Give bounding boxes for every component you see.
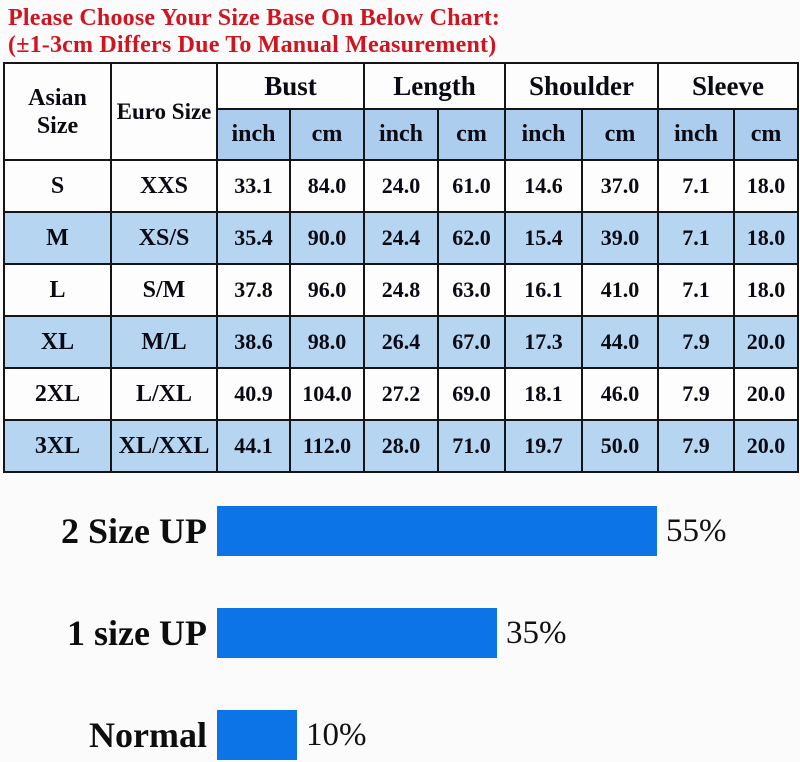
header-shoulder: Shoulder [503, 62, 660, 110]
cell-shoulder-inch: 17.3 [504, 315, 583, 369]
cell-sleeve-inch: 7.1 [657, 263, 736, 317]
bar-1-size-up [217, 608, 497, 658]
cell-bust-cm: 84.0 [289, 159, 365, 213]
cell-shoulder-cm: 41.0 [580, 263, 660, 317]
size-chart-table: Asian Size Euro Size Bust Length Shoulde… [3, 62, 800, 473]
cell-asian-size: 2XL [3, 367, 112, 421]
header-length-inch: inch [363, 108, 439, 161]
page-title-block: Please Choose Your Size Base On Below Ch… [0, 0, 800, 59]
cell-sleeve-cm: 18.0 [733, 159, 800, 213]
page-subtitle: (±1-3cm Differs Due To Manual Measuremen… [8, 32, 497, 58]
header-shoulder-cm: cm [580, 108, 660, 161]
cell-length-cm: 69.0 [437, 367, 506, 421]
cell-length-inch: 24.4 [363, 211, 439, 265]
header-euro-size: Euro Size [110, 62, 218, 161]
cell-bust-inch: 40.9 [216, 367, 291, 421]
cell-length-inch: 26.4 [363, 315, 439, 369]
cell-asian-size: XL [3, 315, 112, 369]
header-bust-cm: cm [289, 108, 365, 161]
cell-sleeve-cm: 18.0 [733, 263, 800, 317]
table-row: S XXS 33.1 84.0 24.0 61.0 14.6 37.0 7.1 … [3, 159, 800, 213]
cell-length-inch: 24.0 [363, 159, 439, 213]
table-row: L S/M 37.8 96.0 24.8 63.0 16.1 41.0 7.1 … [3, 263, 800, 317]
cell-length-inch: 24.8 [363, 263, 439, 317]
bar-2-size-up [217, 506, 657, 556]
header-bust-inch: inch [216, 108, 291, 161]
table-row: 2XL L/XL 40.9 104.0 27.2 69.0 18.1 46.0 … [3, 367, 800, 421]
cell-euro-size: XL/XXL [110, 419, 218, 473]
cell-euro-size: S/M [110, 263, 218, 317]
cell-asian-size: M [3, 211, 112, 265]
table-header-row-groups: Asian Size Euro Size Bust Length Shoulde… [3, 62, 800, 161]
cell-asian-size: 3XL [3, 419, 112, 473]
cell-bust-cm: 90.0 [289, 211, 365, 265]
cell-sleeve-inch: 7.9 [657, 419, 736, 473]
cell-asian-size: L [3, 263, 112, 317]
cell-bust-cm: 104.0 [289, 367, 365, 421]
cell-sleeve-inch: 7.9 [657, 315, 736, 369]
cell-sleeve-cm: 20.0 [733, 367, 800, 421]
bar-label: 2 Size UP [61, 511, 207, 551]
cell-bust-inch: 44.1 [216, 419, 291, 473]
cell-bust-cm: 112.0 [289, 419, 365, 473]
cell-asian-size: S [3, 159, 112, 213]
header-sleeve-cm: cm [733, 108, 800, 161]
cell-length-cm: 62.0 [437, 211, 506, 265]
cell-shoulder-inch: 15.4 [504, 211, 583, 265]
table-header-row-units: inch cm inch cm inch cm inch cm [4, 108, 800, 161]
cell-shoulder-inch: 16.1 [504, 263, 583, 317]
cell-shoulder-cm: 50.0 [580, 419, 660, 473]
header-bust: Bust [216, 62, 365, 110]
cell-bust-inch: 38.6 [216, 315, 291, 369]
header-sleeve-inch: inch [657, 108, 736, 161]
cell-shoulder-cm: 44.0 [580, 315, 660, 369]
cell-shoulder-inch: 19.7 [504, 419, 583, 473]
cell-sleeve-cm: 20.0 [733, 419, 800, 473]
bar-row-2-size-up: 2 Size UP 55% [0, 506, 800, 556]
cell-shoulder-cm: 39.0 [580, 211, 660, 265]
table-row: 3XL XL/XXL 44.1 112.0 28.0 71.0 19.7 50.… [3, 419, 800, 473]
cell-bust-cm: 98.0 [289, 315, 365, 369]
cell-bust-inch: 33.1 [216, 159, 291, 213]
cell-length-inch: 27.2 [363, 367, 439, 421]
cell-shoulder-inch: 14.6 [504, 159, 583, 213]
cell-sleeve-inch: 7.1 [657, 211, 736, 265]
header-length: Length [363, 62, 506, 110]
cell-sleeve-cm: 18.0 [733, 211, 800, 265]
table-row: XL M/L 38.6 98.0 26.4 67.0 17.3 44.0 7.9… [3, 315, 800, 369]
cell-euro-size: L/XL [110, 367, 218, 421]
bar-normal [217, 710, 297, 760]
header-shoulder-inch: inch [504, 108, 583, 161]
bar-label: 1 size UP [67, 613, 207, 653]
table-row: M XS/S 35.4 90.0 24.4 62.0 15.4 39.0 7.1… [3, 211, 800, 265]
cell-sleeve-inch: 7.1 [657, 159, 736, 213]
bar-row-1-size-up: 1 size UP 35% [0, 608, 800, 658]
header-asian-size: Asian Size [3, 62, 112, 161]
cell-length-cm: 67.0 [437, 315, 506, 369]
page-title: Please Choose Your Size Base On Below Ch… [8, 5, 501, 31]
bar-label: Normal [89, 715, 207, 755]
cell-euro-size: M/L [110, 315, 218, 369]
cell-length-cm: 63.0 [437, 263, 506, 317]
cell-bust-inch: 37.8 [216, 263, 291, 317]
cell-sleeve-cm: 20.0 [733, 315, 800, 369]
header-sleeve: Sleeve [657, 62, 800, 110]
bar-value: 55% [666, 512, 727, 549]
bar-value: 35% [506, 614, 567, 651]
cell-shoulder-cm: 46.0 [580, 367, 660, 421]
cell-length-cm: 71.0 [437, 419, 506, 473]
header-length-cm: cm [437, 108, 506, 161]
bar-row-normal: Normal 10% [0, 710, 800, 760]
cell-length-inch: 28.0 [363, 419, 439, 473]
size-up-bar-chart: 2 Size UP 55% 1 size UP 35% Normal 10% [0, 506, 800, 760]
cell-bust-inch: 35.4 [216, 211, 291, 265]
cell-sleeve-inch: 7.9 [657, 367, 736, 421]
cell-euro-size: XXS [110, 159, 218, 213]
cell-length-cm: 61.0 [437, 159, 506, 213]
cell-shoulder-cm: 37.0 [580, 159, 660, 213]
bar-value: 10% [306, 716, 367, 753]
cell-shoulder-inch: 18.1 [504, 367, 583, 421]
cell-bust-cm: 96.0 [289, 263, 365, 317]
cell-euro-size: XS/S [110, 211, 218, 265]
